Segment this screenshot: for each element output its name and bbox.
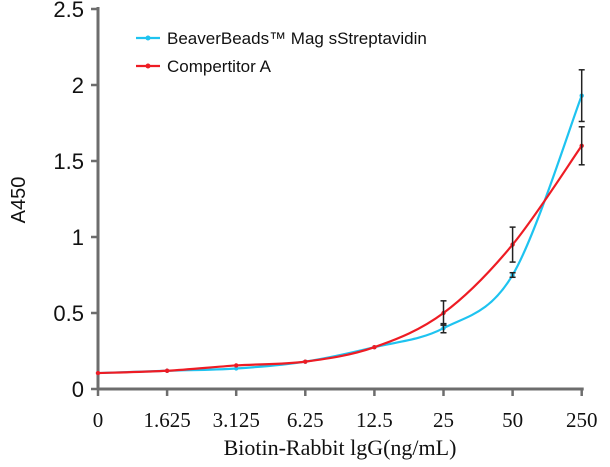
y-tick-label: 1 xyxy=(72,225,84,250)
x-tick-label: 25 xyxy=(433,408,454,432)
x-tick-label: 50 xyxy=(502,408,523,432)
series-0 xyxy=(95,69,585,376)
series-line xyxy=(97,95,583,375)
data-point xyxy=(95,370,101,376)
y-tick-label: 0.5 xyxy=(53,301,84,326)
data-point xyxy=(234,366,239,371)
x-axis-title: Biotin-Rabbit lgG(ng/mL) xyxy=(224,435,457,460)
legend-label: BeaverBeads™ Mag sStreptavidin xyxy=(167,29,427,48)
x-tick-label: 12.5 xyxy=(356,408,393,432)
legend-marker xyxy=(145,63,151,69)
series-line xyxy=(97,145,583,375)
data-point xyxy=(164,368,170,373)
y-tick-label: 2.5 xyxy=(53,0,84,22)
y-axis-title: A450 xyxy=(8,177,30,224)
data-point xyxy=(372,345,377,350)
x-tick-label: 3.125 xyxy=(213,408,260,432)
data-point xyxy=(303,359,308,364)
series-1 xyxy=(95,126,585,376)
data-point xyxy=(234,363,239,368)
x-tick-label: 1.625 xyxy=(143,408,190,432)
x-tick-label: 6.25 xyxy=(287,408,324,432)
legend-marker xyxy=(145,35,151,41)
x-tick-label: 250 xyxy=(566,408,598,432)
y-tick-label: 2 xyxy=(72,73,84,98)
y-tick-label: 0 xyxy=(72,377,84,402)
x-tick-label: 0 xyxy=(93,408,104,432)
y-tick-label: 1.5 xyxy=(53,149,84,174)
legend-label: Compertitor A xyxy=(167,57,272,76)
